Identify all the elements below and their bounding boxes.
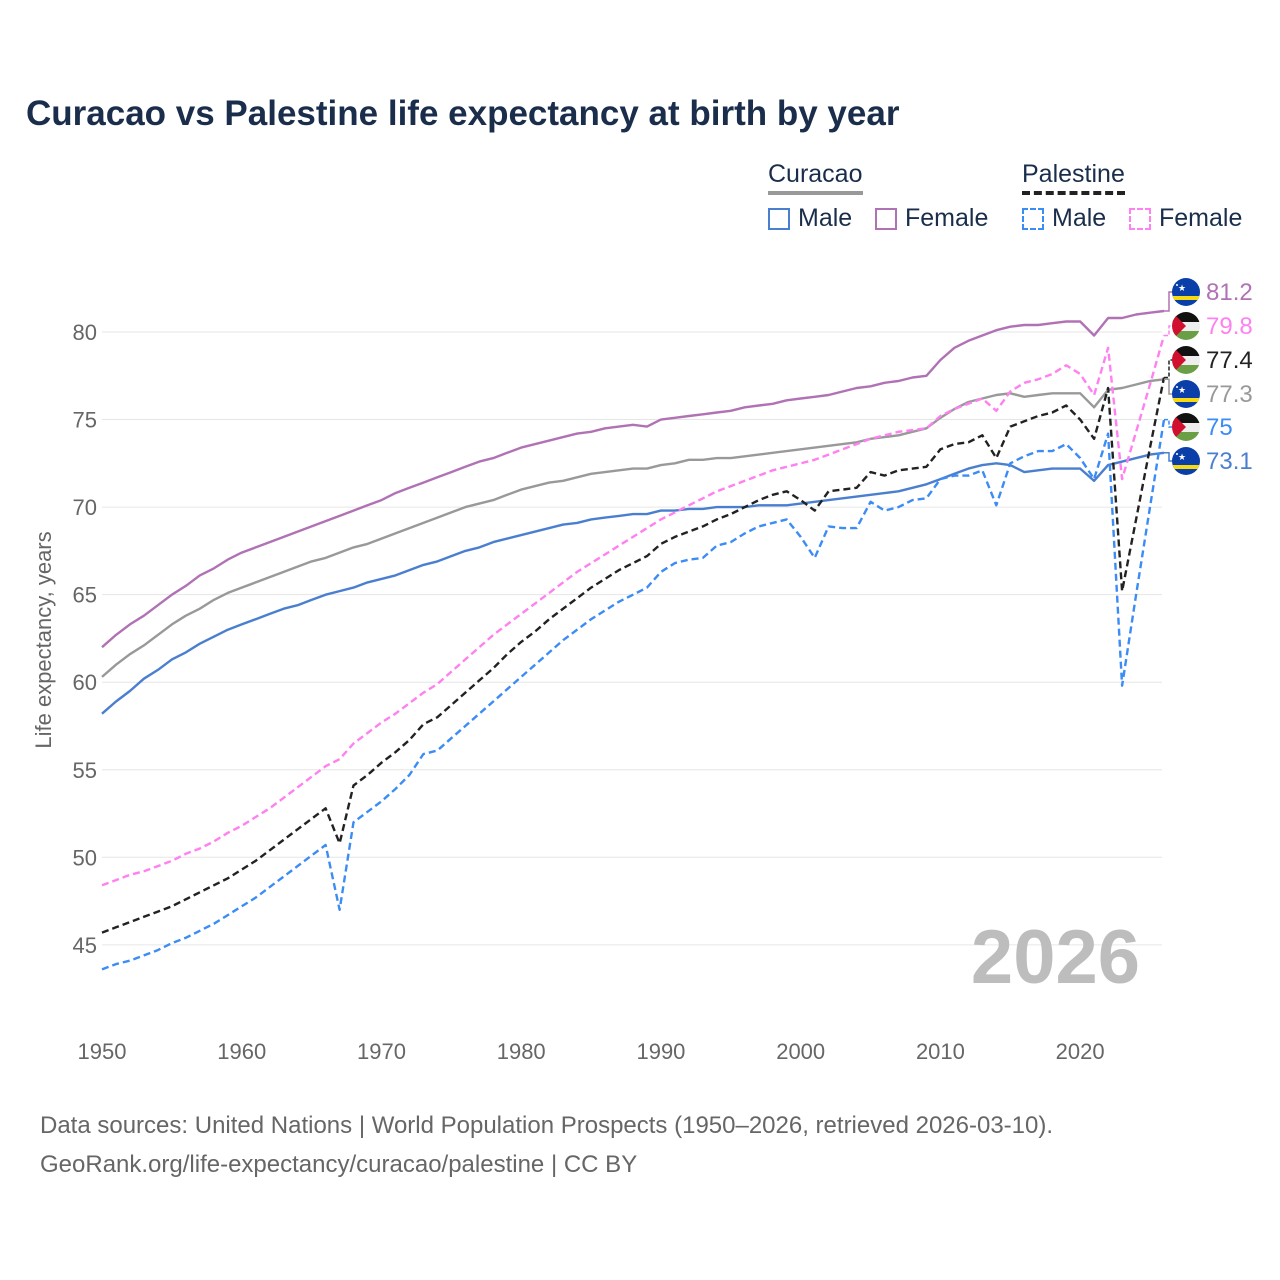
y-tick-label: 55 bbox=[73, 758, 97, 783]
y-tick-label: 75 bbox=[73, 408, 97, 433]
url-text[interactable]: GeoRank.org/life-expectancy/curacao/pale… bbox=[40, 1151, 638, 1178]
legend-palestine-male[interactable]: Male bbox=[1022, 204, 1106, 233]
label-connector bbox=[1164, 378, 1174, 395]
curacao-flag-icon: ★ bbox=[1172, 447, 1200, 475]
label-connector bbox=[1164, 325, 1174, 337]
source-text: Data sources: United Nations | World Pop… bbox=[40, 1112, 1054, 1139]
label-connector bbox=[1164, 418, 1174, 428]
end-value-label: 77.4 bbox=[1206, 347, 1253, 374]
x-tick-label: 1950 bbox=[78, 1039, 127, 1064]
curacao-flag-icon: ★ bbox=[1172, 278, 1200, 306]
x-tick-label: 1970 bbox=[357, 1039, 406, 1064]
x-tick-label: 1960 bbox=[217, 1039, 266, 1064]
y-tick-label: 45 bbox=[73, 933, 97, 958]
legend-group-palestine: Palestine bbox=[1022, 160, 1125, 195]
end-value-label: 77.3 bbox=[1206, 381, 1253, 408]
legend-swatch bbox=[875, 207, 897, 230]
end-value-label: 75 bbox=[1206, 414, 1233, 441]
svg-text:★: ★ bbox=[1178, 385, 1186, 395]
y-tick-label: 60 bbox=[73, 670, 97, 695]
end-value-label: 81.2 bbox=[1206, 279, 1253, 306]
legend-label: Female bbox=[1159, 204, 1243, 232]
end-value-label: 73.1 bbox=[1206, 448, 1253, 475]
palestine-flag-icon bbox=[1172, 413, 1200, 441]
series-line-curacao-male bbox=[101, 451, 1165, 715]
legend-label: Male bbox=[1052, 204, 1107, 232]
label-connector bbox=[1164, 452, 1174, 462]
x-tick-label: 1980 bbox=[497, 1039, 546, 1064]
legend-label: Female bbox=[905, 204, 989, 232]
x-tick-label: 2000 bbox=[776, 1039, 825, 1064]
x-tick-label: 1990 bbox=[636, 1039, 685, 1064]
series-line-curacao-female bbox=[101, 309, 1165, 649]
end-value-label: 79.8 bbox=[1206, 313, 1253, 340]
y-tick-label: 50 bbox=[73, 845, 97, 870]
legend-swatch bbox=[1022, 207, 1044, 230]
legend-swatch bbox=[1129, 207, 1151, 230]
legend-curacao-female[interactable]: Female bbox=[875, 204, 988, 233]
legend-curacao-male[interactable]: Male bbox=[768, 204, 852, 233]
series-line-curacao bbox=[101, 378, 1165, 678]
legend-group-curacao: Curacao bbox=[768, 160, 863, 195]
legend-label: Male bbox=[798, 204, 853, 232]
x-tick-label: 2020 bbox=[1056, 1039, 1105, 1064]
svg-text:★: ★ bbox=[1178, 452, 1186, 462]
x-tick-label: 2010 bbox=[916, 1039, 965, 1064]
legend-swatch bbox=[768, 207, 790, 230]
series-line-palestine-male bbox=[101, 419, 1166, 971]
palestine-flag-icon bbox=[1172, 346, 1200, 374]
footer: Data sources: United Nations | World Pop… bbox=[40, 1106, 1053, 1184]
label-connector bbox=[1164, 359, 1174, 379]
series-line-palestine bbox=[101, 377, 1166, 934]
current-year-label: 2026 bbox=[971, 915, 1140, 1000]
series-line-palestine-female bbox=[101, 335, 1166, 887]
y-tick-label: 70 bbox=[73, 495, 97, 520]
label-connector bbox=[1164, 291, 1174, 312]
legend-palestine-female[interactable]: Female bbox=[1129, 204, 1242, 233]
y-tick-label: 65 bbox=[73, 583, 97, 608]
palestine-flag-icon bbox=[1172, 312, 1200, 340]
chart-title: Curacao vs Palestine life expectancy at … bbox=[26, 94, 900, 133]
svg-text:★: ★ bbox=[1178, 283, 1186, 293]
y-axis-label: Life expectancy, years bbox=[31, 531, 56, 748]
y-tick-label: 80 bbox=[73, 320, 97, 345]
curacao-flag-icon: ★ bbox=[1172, 380, 1200, 408]
